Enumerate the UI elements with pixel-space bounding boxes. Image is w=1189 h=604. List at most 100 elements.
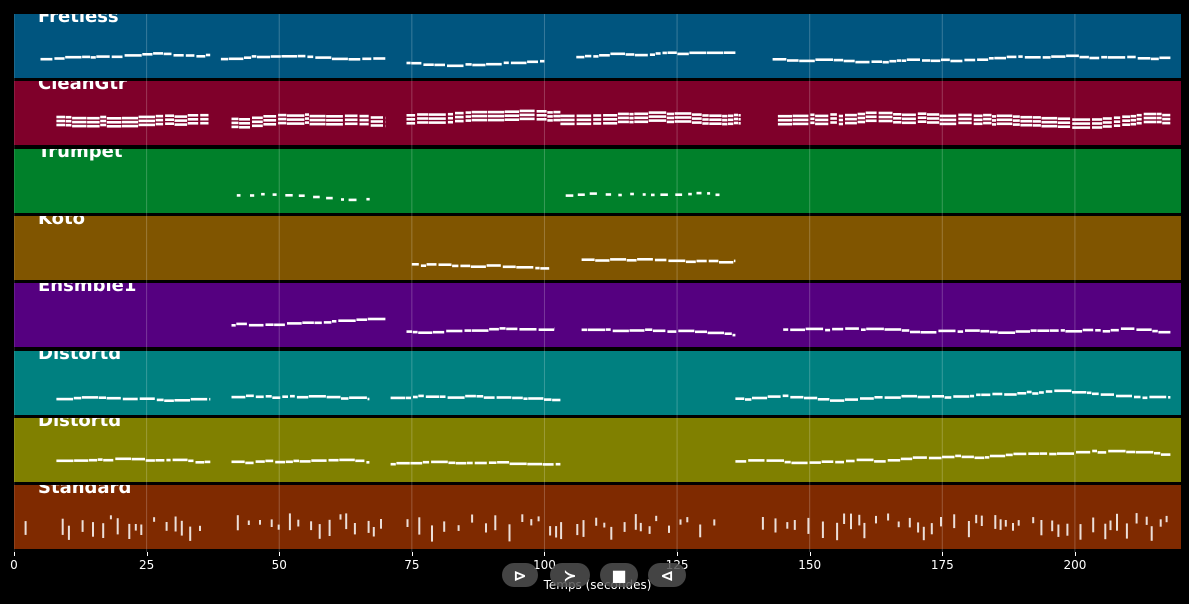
note bbox=[702, 114, 709, 117]
note bbox=[865, 111, 877, 115]
note bbox=[332, 320, 337, 323]
note bbox=[1150, 57, 1159, 61]
drum-hit bbox=[102, 523, 105, 538]
note bbox=[72, 124, 87, 128]
note bbox=[865, 119, 877, 123]
note bbox=[706, 51, 724, 55]
note bbox=[1049, 329, 1059, 332]
track-4: Ensmble1 bbox=[14, 283, 1181, 347]
note bbox=[145, 459, 155, 462]
note bbox=[855, 60, 870, 64]
note bbox=[65, 115, 72, 119]
note bbox=[1122, 123, 1131, 126]
note bbox=[464, 329, 472, 332]
note bbox=[305, 117, 309, 120]
drum-hit bbox=[850, 513, 852, 530]
note bbox=[370, 116, 383, 119]
note bbox=[1108, 449, 1126, 453]
track-notes bbox=[56, 389, 1171, 402]
note bbox=[941, 58, 950, 62]
note bbox=[882, 60, 889, 64]
drum-hit bbox=[236, 515, 239, 531]
note bbox=[675, 193, 683, 196]
note bbox=[447, 396, 465, 399]
note bbox=[540, 267, 550, 270]
drum-hit bbox=[116, 518, 119, 535]
note bbox=[106, 125, 122, 128]
note bbox=[204, 460, 211, 464]
note bbox=[917, 112, 927, 115]
drum-hit bbox=[549, 526, 552, 536]
note bbox=[1116, 394, 1132, 398]
note bbox=[519, 113, 535, 117]
back-button[interactable]: ⊲ bbox=[648, 563, 686, 587]
note bbox=[648, 115, 667, 118]
note bbox=[666, 112, 674, 116]
note bbox=[122, 397, 138, 401]
note bbox=[691, 113, 702, 116]
note bbox=[1041, 120, 1058, 124]
note bbox=[1032, 120, 1041, 123]
note bbox=[738, 122, 741, 125]
note bbox=[465, 394, 476, 398]
note bbox=[309, 122, 326, 126]
note bbox=[610, 258, 627, 261]
note bbox=[906, 58, 920, 61]
note bbox=[56, 119, 66, 123]
track-label: Distortd bbox=[38, 351, 122, 364]
note bbox=[791, 461, 808, 465]
note bbox=[1102, 125, 1112, 128]
note bbox=[239, 118, 250, 121]
stop-button[interactable]: ■ bbox=[600, 563, 638, 587]
note bbox=[1028, 452, 1040, 455]
note bbox=[560, 122, 575, 126]
note bbox=[629, 116, 634, 120]
note bbox=[1012, 123, 1020, 126]
play-button[interactable]: ⊳ bbox=[502, 563, 538, 587]
note bbox=[815, 122, 829, 126]
note bbox=[406, 61, 411, 65]
note bbox=[985, 456, 990, 459]
note bbox=[942, 455, 955, 459]
tick-label: 100 bbox=[533, 558, 556, 572]
note bbox=[1110, 328, 1119, 332]
note bbox=[845, 117, 857, 121]
note bbox=[56, 115, 66, 119]
note bbox=[174, 123, 188, 126]
track-0: Fretless bbox=[14, 14, 1181, 78]
note bbox=[553, 110, 561, 114]
note bbox=[1102, 121, 1112, 124]
note bbox=[486, 62, 502, 66]
note bbox=[970, 394, 975, 398]
note bbox=[447, 112, 453, 116]
note bbox=[581, 328, 588, 332]
note bbox=[1065, 330, 1083, 333]
note bbox=[488, 461, 497, 464]
note bbox=[1020, 123, 1033, 127]
note bbox=[1102, 330, 1111, 333]
forward-button[interactable]: ≻ bbox=[550, 563, 590, 587]
note bbox=[106, 121, 122, 124]
note bbox=[702, 122, 709, 125]
note bbox=[356, 318, 368, 321]
note bbox=[56, 459, 74, 463]
note bbox=[1120, 327, 1135, 330]
note bbox=[390, 462, 396, 466]
note bbox=[54, 57, 65, 60]
drum-hit bbox=[980, 515, 983, 526]
note bbox=[981, 393, 991, 397]
note bbox=[603, 118, 618, 121]
track-label: Distortd bbox=[38, 418, 122, 431]
note bbox=[810, 121, 815, 125]
note bbox=[689, 51, 706, 55]
note bbox=[830, 121, 837, 124]
note bbox=[1013, 452, 1027, 456]
note bbox=[115, 457, 131, 461]
note bbox=[715, 193, 720, 197]
note bbox=[593, 114, 602, 117]
note bbox=[536, 110, 547, 113]
note bbox=[1136, 121, 1142, 125]
drum-hit bbox=[1004, 520, 1007, 527]
note bbox=[439, 395, 446, 398]
note bbox=[344, 118, 358, 122]
